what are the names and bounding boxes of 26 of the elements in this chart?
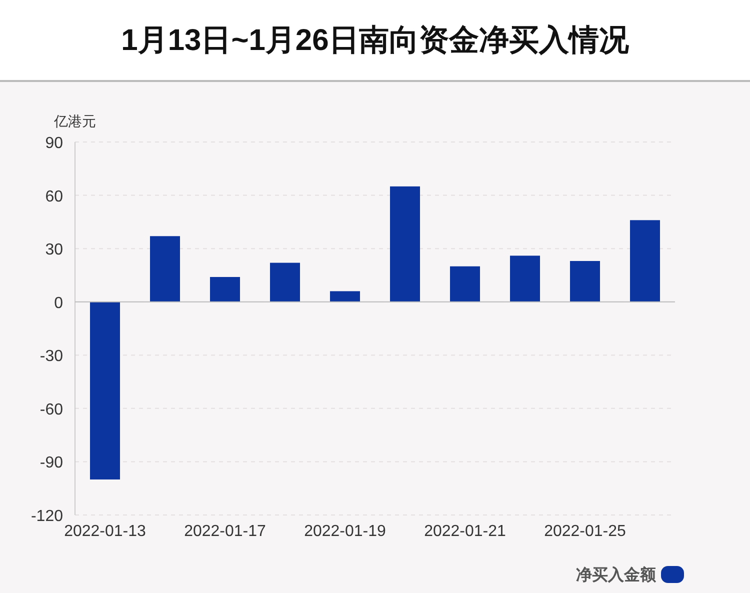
bar xyxy=(210,276,240,302)
y-tick-label: 30 xyxy=(45,242,64,259)
y-tick-label: 60 xyxy=(45,188,64,206)
bar xyxy=(150,236,180,302)
x-tick-label: 2022-01-19 xyxy=(304,523,386,540)
legend-label: 净买入金额 xyxy=(576,566,657,584)
x-tick-label: 2022-01-25 xyxy=(544,523,626,540)
y-tick-label: 90 xyxy=(45,135,64,152)
bar xyxy=(330,291,360,302)
x-tick-label: 2022-01-21 xyxy=(424,523,506,540)
bar xyxy=(570,261,600,302)
y-tick-label: -90 xyxy=(40,454,64,472)
y-axis-title: 亿港元 xyxy=(53,113,96,129)
chart-title: 1月13日~1月26日南向资金净买入情况 xyxy=(121,24,630,57)
y-tick-label: -120 xyxy=(30,508,64,525)
y-tick-label: 0 xyxy=(54,294,64,312)
bar xyxy=(270,262,300,302)
bar xyxy=(510,256,540,302)
bar xyxy=(390,186,420,302)
bar xyxy=(450,266,480,302)
x-tick-label: 2022-01-17 xyxy=(184,523,266,540)
y-tick-label: -60 xyxy=(40,401,64,418)
x-tick-label: 2022-01-13 xyxy=(64,523,146,540)
bar xyxy=(90,302,120,480)
bar xyxy=(630,220,660,302)
y-tick-label: -30 xyxy=(40,348,64,366)
